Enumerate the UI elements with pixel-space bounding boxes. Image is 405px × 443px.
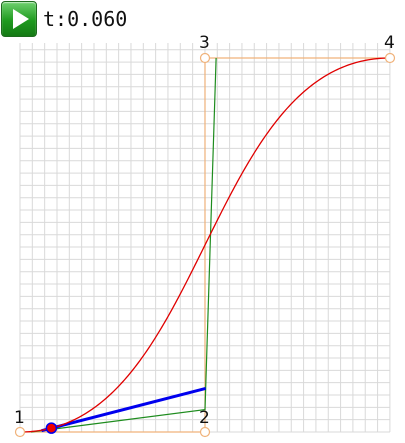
first-level-polyline [31,57,217,433]
play-button[interactable] [1,1,37,37]
t-label: t: [43,7,68,31]
control-point-labels: 1 2 3 4 [14,33,395,428]
bezier-curve [19,57,391,433]
t-readout: t:0.060 [43,7,127,31]
control-point-3-handle[interactable] [199,52,211,64]
control-point-4-handle[interactable] [384,52,396,64]
control-point-4-label: 4 [384,33,395,53]
second-level-line [41,387,207,433]
first-level-lines [31,57,217,433]
control-point-1-label: 1 [14,408,25,428]
play-icon [13,9,29,29]
current-point-marker [45,422,58,434]
control-point-3-label: 3 [199,33,210,53]
grid [19,43,391,433]
t-value: 0.060 [67,7,128,31]
control-point-2-label: 2 [199,408,210,428]
control-point-handles [14,52,396,438]
control-point-1-handle[interactable] [14,426,26,438]
control-point-2-handle[interactable] [199,426,211,438]
bezier-curve-path [19,57,391,433]
second-level-segment [41,387,207,433]
current-point-dot [45,422,58,434]
